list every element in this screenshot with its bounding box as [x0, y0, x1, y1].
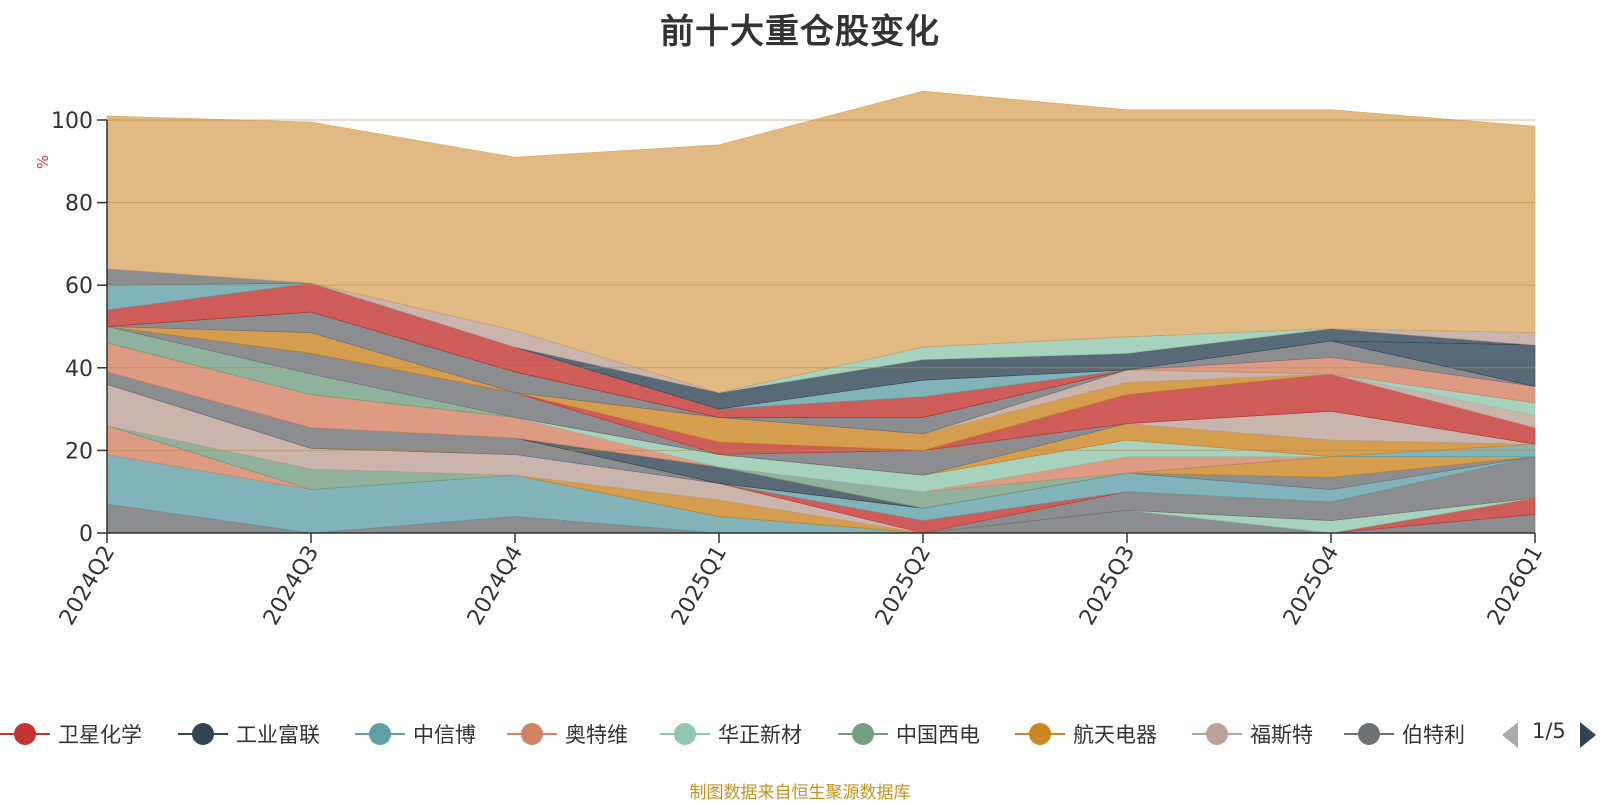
source-note: 制图数据来自恒生聚源数据库: [689, 783, 911, 803]
legend-item[interactable]: 中国西电: [838, 712, 980, 756]
x-tick-label: 2026Q1: [1483, 542, 1548, 630]
legend-marker-icon: [1344, 722, 1394, 746]
legend-marker-dot: [14, 723, 36, 745]
legend-marker-icon: [838, 722, 888, 746]
legend-item[interactable]: 中信博: [355, 712, 476, 756]
legend-marker-dot: [521, 723, 543, 745]
legend: 卫星化学 工业富联 中信博 奥特维 华正新材 中国西电 航天电器 福斯特 伯特利: [0, 712, 1600, 756]
legend-marker-dot: [192, 723, 214, 745]
legend-prev-page-icon[interactable]: [1500, 720, 1520, 750]
legend-item[interactable]: 奥特维: [507, 712, 628, 756]
legend-marker-icon: [0, 722, 50, 746]
legend-item[interactable]: 华正新材: [660, 712, 802, 756]
legend-marker-icon: [507, 722, 557, 746]
y-tick-label: 20: [65, 439, 93, 464]
y-axis-label: %: [34, 155, 52, 169]
legend-label: 中信博: [413, 723, 476, 747]
legend-label: 伯特利: [1402, 723, 1465, 747]
legend-label: 华正新材: [718, 723, 802, 747]
legend-marker-dot: [1206, 723, 1228, 745]
legend-label: 工业富联: [236, 723, 320, 747]
legend-label: 卫星化学: [58, 723, 142, 747]
x-tick-label: 2024Q3: [259, 542, 324, 630]
x-tick-label: 2025Q4: [1279, 542, 1344, 630]
legend-marker-dot: [1358, 723, 1380, 745]
x-tick-label: 2024Q2: [55, 542, 120, 630]
y-tick-label: 100: [51, 109, 93, 134]
legend-marker-icon: [178, 722, 228, 746]
legend-item[interactable]: 航天电器: [1015, 712, 1157, 756]
legend-item[interactable]: 卫星化学: [0, 712, 142, 756]
stacked-area-layer: 伯特利卫星化学中信博华正新材奥特维伯特利中国西电航天电器福斯特卫星化学中信博伯特…: [106, 90, 1536, 534]
legend-marker-icon: [355, 722, 405, 746]
legend-marker-icon: [1015, 722, 1065, 746]
legend-marker-dot: [369, 723, 391, 745]
area-series-36[interactable]: 其他: [106, 90, 1536, 393]
legend-page-indicator: 1/5: [1532, 719, 1566, 743]
legend-item[interactable]: 工业富联: [178, 712, 320, 756]
legend-item[interactable]: 伯特利: [1344, 712, 1465, 756]
gridlines: [107, 119, 1535, 451]
y-tick-label: 40: [65, 357, 93, 382]
y-tick-label: 80: [65, 192, 93, 217]
legend-label: 航天电器: [1073, 723, 1157, 747]
x-tick-label: 2025Q2: [871, 542, 936, 630]
x-tick-label: 2025Q1: [667, 542, 732, 630]
legend-marker-icon: [1192, 722, 1242, 746]
legend-item[interactable]: 福斯特: [1192, 712, 1313, 756]
legend-label: 奥特维: [565, 723, 628, 747]
legend-next-page-icon[interactable]: [1578, 720, 1598, 750]
legend-label: 中国西电: [896, 723, 980, 747]
x-tick-label: 2025Q3: [1075, 542, 1140, 630]
y-tick-label: 60: [65, 274, 93, 299]
y-tick-label: 0: [79, 522, 93, 547]
legend-marker-dot: [852, 723, 874, 745]
legend-marker-dot: [1029, 723, 1051, 745]
chart-title: 前十大重仓股变化: [660, 12, 940, 52]
legend-label: 福斯特: [1250, 723, 1313, 747]
legend-marker-dot: [674, 723, 696, 745]
legend-marker-icon: [660, 722, 710, 746]
x-tick-label: 2024Q4: [463, 542, 528, 630]
